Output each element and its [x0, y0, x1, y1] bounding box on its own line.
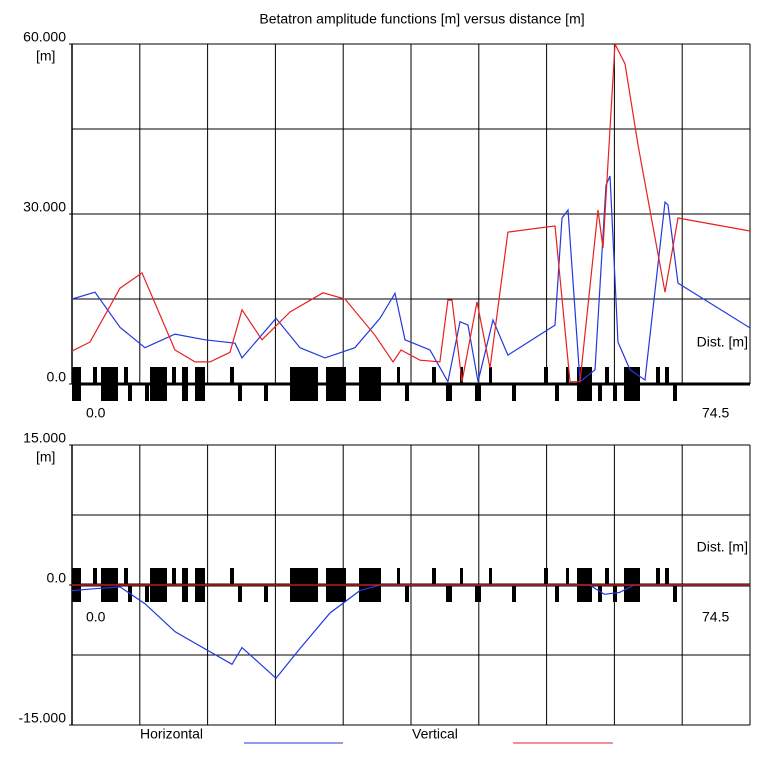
x-tick-label: 74.5: [702, 405, 729, 421]
legend-label: Horizontal: [140, 726, 203, 742]
x-tick-label: 0.0: [86, 405, 106, 421]
y-tick-label: -15.000: [19, 710, 67, 726]
x-axis-label: Dist. [m]: [697, 334, 748, 350]
y-axis-label: [m]: [36, 48, 55, 64]
chart-title: Betatron amplitude functions [m] versus …: [259, 11, 584, 27]
series-line: [72, 44, 750, 383]
series-line: [72, 584, 750, 680]
y-tick-label: 15.000: [23, 430, 66, 446]
y-tick-label: 60.000: [23, 29, 66, 45]
x-axis-label: Dist. [m]: [697, 539, 748, 555]
y-tick-label: 30.000: [23, 199, 66, 215]
y-tick-label: 0.0: [47, 369, 67, 385]
y-tick-label: 0.0: [47, 570, 67, 586]
x-tick-label: 74.5: [702, 609, 729, 625]
x-tick-label: 0.0: [86, 609, 106, 625]
y-axis-label: [m]: [36, 449, 55, 465]
series-line: [72, 175, 750, 384]
legend-label: Vertical: [412, 726, 458, 742]
